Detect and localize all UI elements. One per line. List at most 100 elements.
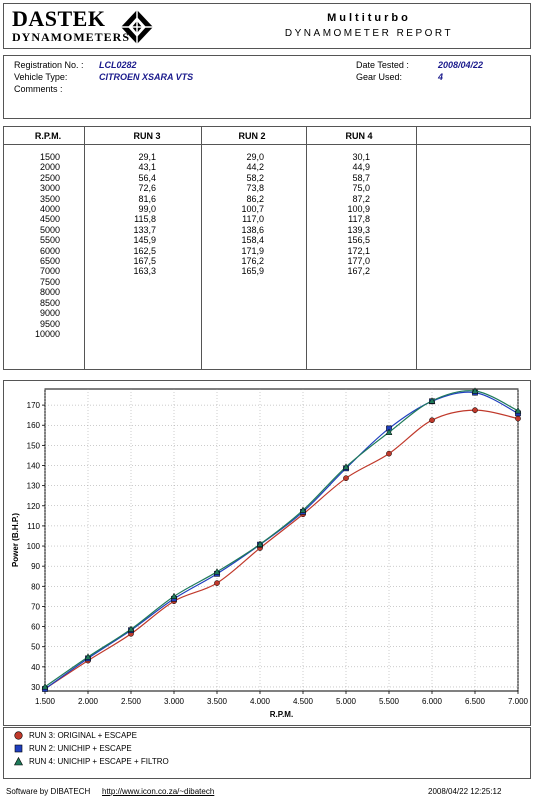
report-title: Multiturbo (327, 12, 411, 24)
rpm-cell: 5000 (39, 224, 60, 235)
data-point (41, 683, 49, 690)
circle-marker-icon (14, 731, 23, 740)
plot-area (44, 388, 519, 692)
col-header-rpm: R.P.M. (34, 131, 62, 141)
run3-cell: 145,9 (133, 235, 156, 246)
vehicle-type-value: CITROEN XSARA VTS (99, 72, 194, 82)
footer-url-link[interactable]: http://www.icon.co.za/~dibatech (102, 787, 215, 796)
run4-column: 30,1 44,9 58,7 75,0 87,2 100,9 117,8 139,3 156,5… (328, 152, 370, 277)
series-line-run4 (44, 390, 519, 688)
vehicle-type-label: Vehicle Type: (14, 72, 68, 82)
run4-cell: 139,3 (347, 224, 370, 235)
data-point (214, 580, 220, 586)
run3-cell: 99,0 (138, 204, 156, 215)
data-point (429, 417, 435, 424)
x-tick-label: 6.000 (422, 697, 443, 706)
run2-cell: 58,2 (246, 172, 264, 183)
report-header: DASTEK DYNAMOMETERS Multiturbo DYNAMOMET… (3, 3, 531, 49)
data-point (514, 407, 522, 414)
x-tick-label: 4.000 (250, 697, 271, 706)
report-title-block: Multiturbo DYNAMOMETER REPORT (204, 4, 534, 39)
rpm-cell: 9000 (39, 308, 60, 319)
run2-cell: 165,9 (241, 266, 264, 277)
col-header-run3: RUN 3 (133, 131, 161, 141)
data-point (299, 506, 307, 513)
run3-cell: 163,3 (133, 266, 156, 277)
legend-label: RUN 2: UNICHIP + ESCAPE (29, 744, 132, 753)
x-tick-label: 4.500 (293, 697, 314, 706)
run2-cell: 117,0 (242, 214, 264, 225)
x-tick-label: 3.000 (164, 697, 185, 706)
dastek-logo: DASTEK DYNAMOMETERS (12, 6, 130, 45)
dastek-emblem-icon (121, 10, 153, 44)
data-point (386, 450, 392, 457)
run2-cell: 138,6 (241, 224, 264, 235)
x-tick-label: 2.000 (78, 697, 99, 706)
data-point (343, 475, 349, 482)
run4-cell: 100,9 (347, 204, 370, 215)
x-tick-label: 1.500 (35, 697, 56, 706)
footer-software: Software by DIBATECH (6, 787, 91, 796)
rpm-cell: 5500 (39, 235, 60, 246)
power-chart-panel: 30 40 50 60 70 80 90 100 110 120 130 140 150 160 170 1.… (3, 380, 531, 726)
y-tick-label: 160 (27, 421, 41, 430)
run3-cell: 29,1 (138, 152, 156, 162)
comments-label: Comments : (14, 84, 63, 94)
data-point (256, 540, 264, 547)
x-axis-label: R.P.M. (270, 710, 293, 719)
legend-label: RUN 3: ORIGINAL + ESCAPE (29, 731, 137, 740)
col-header-run2: RUN 2 (238, 131, 266, 141)
y-tick-label: 170 (27, 401, 41, 410)
run4-cell: 30,1 (352, 152, 370, 162)
run2-cell: 29,0 (246, 152, 264, 162)
rpm-cell: 6500 (39, 256, 60, 267)
data-point (84, 653, 92, 660)
y-tick-label: 60 (31, 623, 40, 632)
data-point (471, 387, 479, 394)
legend-label: RUN 4: UNICHIP + ESCAPE + FILTRO (29, 757, 169, 766)
rpm-cell: 9500 (39, 318, 60, 329)
run3-cell: 81,6 (138, 193, 156, 204)
rpm-cell: 7000 (39, 266, 60, 277)
run3-cell: 133,7 (133, 224, 156, 235)
run2-cell: 86,2 (246, 193, 264, 204)
rpm-cell: 10000 (34, 328, 60, 339)
y-axis-label: Power (B.H.P.) (11, 513, 20, 567)
run4-cell: 172,1 (347, 245, 370, 256)
rpm-cell: 1500 (39, 152, 60, 162)
run4-cell: 156,5 (347, 235, 370, 246)
run4-cell: 87,2 (352, 193, 370, 204)
x-tick-label: 2.500 (121, 697, 142, 706)
col-divider (306, 127, 307, 369)
run3-column: 29,1 43,1 56,4 72,6 81,6 99,0 115,8 133,7 145,9 1… (114, 152, 156, 277)
x-tick-label: 6.500 (465, 697, 486, 706)
run2-cell: 171,9 (241, 245, 264, 256)
legend-item-run2: RUN 2: UNICHIP + ESCAPE (14, 744, 132, 753)
y-tick-label: 150 (27, 441, 41, 450)
col-divider (84, 127, 85, 369)
rpm-cell: 4500 (39, 214, 60, 225)
data-point (385, 428, 393, 435)
run2-cell: 100,7 (241, 204, 264, 215)
run3-cell: 56,4 (138, 172, 156, 183)
run4-cell: 44,9 (352, 162, 370, 173)
rpm-cell: 4000 (39, 204, 60, 215)
y-tick-label: 30 (31, 683, 40, 692)
rpm-column: 1500 2000 2500 3000 3500 4000 4500 5000 5500 6000… (22, 152, 60, 339)
y-tick-label: 50 (31, 643, 40, 652)
y-tick-label: 110 (27, 522, 40, 531)
run3-cell: 167,5 (133, 256, 156, 267)
y-tick-label: 40 (31, 663, 40, 672)
vehicle-info-panel: Registration No. : LCL0282 Vehicle Type:… (3, 55, 531, 119)
run2-cell: 176,2 (241, 256, 264, 267)
logo-line1: DASTEK (12, 6, 106, 31)
col-divider (201, 127, 202, 369)
rpm-cell: 3500 (39, 193, 60, 204)
col-divider (416, 127, 417, 369)
data-point (170, 592, 178, 600)
y-tick-label: 120 (27, 502, 41, 511)
run4-cell: 75,0 (352, 183, 370, 194)
run3-cell: 72,6 (138, 183, 156, 194)
x-tick-label: 5.000 (336, 697, 357, 706)
gear-used-label: Gear Used: (356, 72, 403, 82)
